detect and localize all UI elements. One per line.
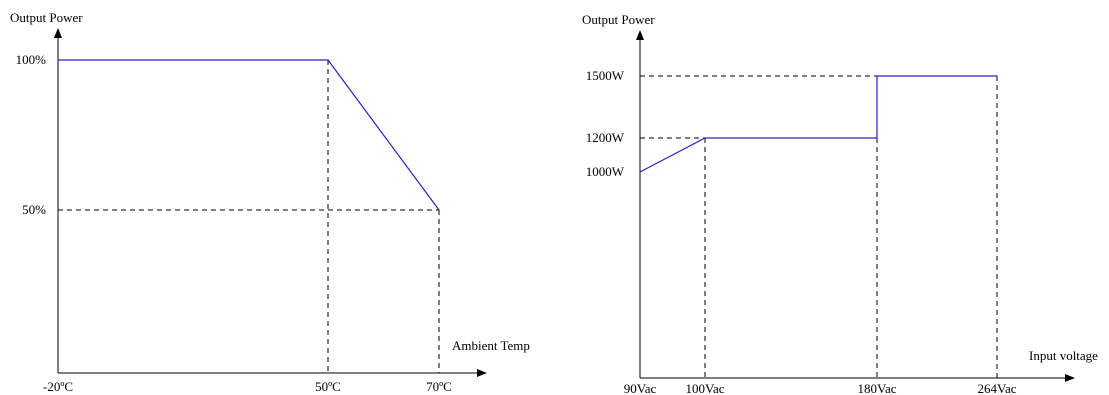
x-axis-label: Ambient Temp: [452, 338, 530, 353]
x-axis-arrow: [477, 369, 487, 377]
x-tick-label: 180Vac: [858, 381, 897, 395]
y-axis-arrow: [54, 28, 62, 38]
x-tick-label: 264Vac: [978, 381, 1017, 395]
data-point-5: [996, 75, 998, 77]
data-point-3: [876, 137, 878, 139]
x-tick-label: 100Vac: [686, 381, 725, 395]
y-tick-label: 1200W: [586, 130, 625, 145]
x-axis-label: Input voltage: [1029, 348, 1098, 363]
data-point-2: [327, 59, 329, 61]
data-point-4: [876, 75, 878, 77]
y-axis-label: Output Power: [10, 10, 83, 25]
data-point-1: [639, 171, 641, 173]
x-tick-label: 70ºC: [426, 379, 452, 394]
series-line-1: [58, 59, 440, 211]
data-point-1: [57, 59, 59, 61]
y-tick-label: 50%: [22, 202, 46, 217]
x-axis-arrow: [1065, 374, 1075, 382]
input-voltage-derating-chart: 1000W 1200W 1500W 90Vac 100Vac 180Vac 264Vac Ou…: [582, 12, 1098, 395]
y-tick-label: 1500W: [586, 68, 625, 83]
x-tick-label: 90Vac: [624, 381, 657, 395]
temperature-derating-chart: 50% 100% -20ºC 50ºC 70ºC Output Power Ambient …: [10, 10, 530, 394]
y-tick-label: 1000W: [586, 164, 625, 179]
y-tick-label: 100%: [16, 52, 47, 67]
x-tick-label: -20ºC: [43, 379, 73, 394]
x-tick-label: 50ºC: [315, 379, 341, 394]
series-line-1: [639, 75, 997, 173]
y-axis-arrow: [636, 30, 644, 40]
data-point-3: [438, 209, 440, 211]
data-point-2: [704, 137, 706, 139]
y-axis-label: Output Power: [582, 12, 655, 27]
